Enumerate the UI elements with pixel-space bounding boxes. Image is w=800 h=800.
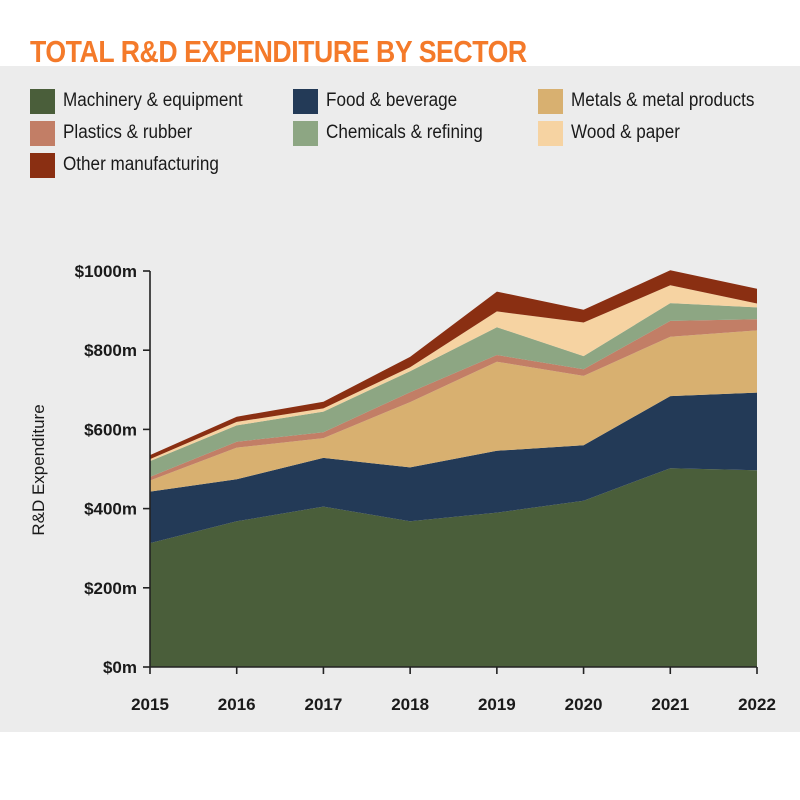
x-tick-label: 2020 bbox=[565, 695, 603, 714]
legend-swatch bbox=[538, 88, 563, 114]
legend-label: Plastics & rubber bbox=[63, 122, 193, 143]
y-tick-label: $200m bbox=[84, 579, 137, 598]
area-series bbox=[150, 319, 757, 481]
y-axis-label: R&D Expenditure bbox=[29, 404, 48, 535]
area-series bbox=[150, 303, 757, 477]
legend: Machinery & equipment Food & beverage Meta… bbox=[30, 88, 800, 188]
area-series bbox=[150, 468, 757, 667]
x-tick-label: 2021 bbox=[651, 695, 689, 714]
legend-item: Chemicals & refining bbox=[293, 120, 500, 146]
legend-swatch bbox=[30, 88, 55, 114]
area-layers bbox=[150, 270, 757, 667]
x-tick-label: 2018 bbox=[391, 695, 429, 714]
y-tick-labels: $0m $200m $400m $600m $800m $1000m bbox=[75, 262, 137, 677]
legend-item: Other manufacturing bbox=[30, 152, 236, 178]
legend-item: Wood & paper bbox=[538, 120, 692, 146]
area-series bbox=[150, 270, 757, 460]
x-tick-labels: 2015 2016 2017 2018 2019 2020 2021 2022 bbox=[131, 695, 776, 714]
x-tick-label: 2016 bbox=[218, 695, 256, 714]
x-tick-label: 2015 bbox=[131, 695, 169, 714]
chart-title: TOTAL R&D EXPENDITURE BY SECTOR bbox=[30, 34, 527, 69]
y-tick-label: $400m bbox=[84, 500, 137, 519]
x-tick-label: 2019 bbox=[478, 695, 516, 714]
area-series bbox=[150, 392, 757, 544]
legend-label: Machinery & equipment bbox=[63, 90, 243, 111]
area-series bbox=[150, 285, 757, 462]
legend-label: Chemicals & refining bbox=[326, 122, 483, 143]
legend-item: Machinery & equipment bbox=[30, 88, 263, 114]
y-tick-label: $0m bbox=[103, 658, 137, 677]
legend-swatch bbox=[30, 120, 55, 146]
legend-item: Food & beverage bbox=[293, 88, 472, 114]
legend-label: Metals & metal products bbox=[571, 90, 755, 111]
legend-swatch bbox=[538, 120, 563, 146]
legend-swatch bbox=[293, 88, 318, 114]
legend-item: Metals & metal products bbox=[538, 88, 775, 114]
legend-label: Other manufacturing bbox=[63, 154, 219, 175]
y-tick-label: $800m bbox=[84, 341, 137, 360]
legend-item: Plastics & rubber bbox=[30, 120, 207, 146]
x-tick-label: 2022 bbox=[738, 695, 776, 714]
x-tick-label: 2017 bbox=[305, 695, 343, 714]
axes bbox=[143, 270, 758, 674]
y-tick-label: $1000m bbox=[75, 262, 137, 281]
legend-swatch bbox=[30, 152, 55, 178]
legend-label: Wood & paper bbox=[571, 122, 681, 143]
y-tick-label: $600m bbox=[84, 420, 137, 439]
legend-swatch bbox=[293, 120, 318, 146]
area-series bbox=[150, 330, 757, 492]
legend-label: Food & beverage bbox=[326, 90, 458, 111]
